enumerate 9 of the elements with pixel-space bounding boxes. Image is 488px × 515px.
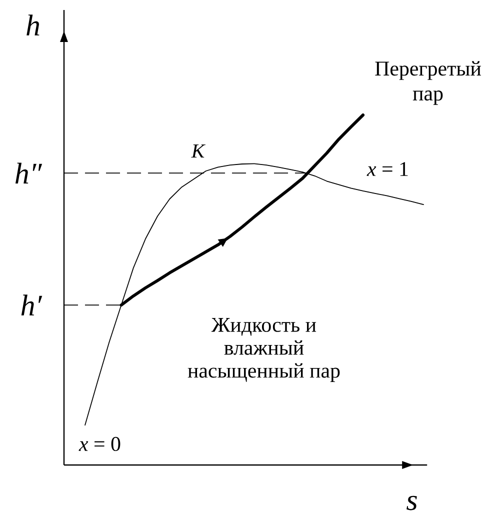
text: Перегретый пар [375,61,481,105]
annotation: Жидкость и влажный насыщенный пар [188,318,340,382]
y-axis-title: h [26,14,40,36]
annotation: K [191,144,206,158]
x-axis-title: s [406,496,417,510]
ref-line-label: h′ [21,294,42,316]
ref-line-label: h″ [15,162,42,184]
annotation: x = 1 [366,162,408,176]
annotation: x = 0 [78,436,120,452]
